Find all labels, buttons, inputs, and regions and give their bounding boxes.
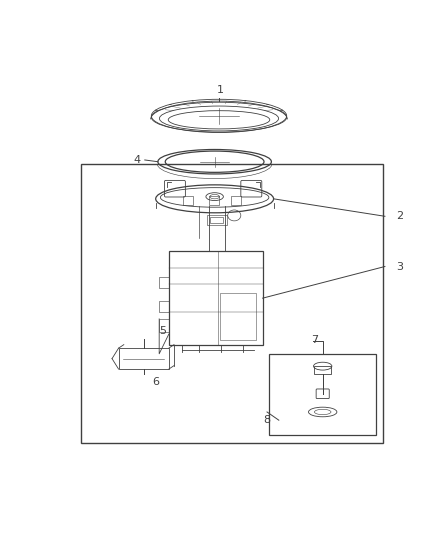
Bar — [183, 196, 193, 205]
Bar — [314, 366, 332, 374]
Bar — [159, 302, 169, 312]
Bar — [220, 294, 256, 341]
Text: 7: 7 — [311, 335, 318, 345]
Bar — [119, 348, 169, 369]
Bar — [207, 215, 226, 224]
Bar — [231, 196, 241, 205]
Text: 5: 5 — [159, 326, 166, 336]
Text: 1: 1 — [217, 85, 224, 95]
Text: 4: 4 — [133, 155, 141, 165]
Text: 2: 2 — [396, 211, 403, 221]
Bar — [81, 164, 383, 443]
Text: 8: 8 — [263, 415, 270, 425]
Bar — [269, 354, 376, 434]
Bar — [209, 196, 219, 205]
Text: 3: 3 — [396, 262, 403, 271]
Bar — [210, 217, 223, 223]
Bar — [169, 251, 263, 345]
Bar — [159, 277, 169, 288]
Text: 6: 6 — [152, 376, 159, 386]
Bar — [159, 319, 169, 332]
